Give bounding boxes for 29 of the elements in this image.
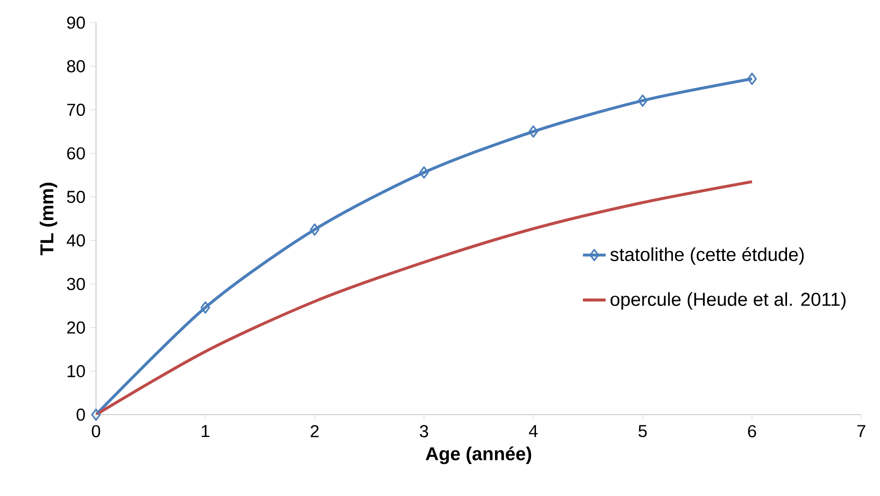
y-tick-label: 80	[67, 60, 85, 72]
y-tick-label: 20	[67, 321, 85, 334]
x-tick-label: 1	[202, 425, 210, 437]
point	[528, 125, 538, 138]
y-tick-label: 90	[67, 16, 85, 29]
y-tick-label: 60	[67, 147, 85, 160]
x-tick-label: 7	[857, 425, 866, 437]
x-tick-label: 6	[748, 425, 756, 438]
point	[747, 72, 757, 85]
point	[638, 94, 648, 107]
y-tick-label: 30	[66, 278, 85, 290]
y-tick-label: 40	[66, 234, 85, 247]
legend-label: opercule (Heude et al. 2011)	[610, 292, 846, 310]
y-tick-label: 70	[67, 104, 85, 116]
x-tick-label: 4	[528, 425, 538, 437]
legend-label: statolithe (cette étdude)	[610, 247, 804, 265]
x-tick-label: 5	[638, 425, 647, 438]
y-tick-label: 0	[76, 408, 85, 421]
point	[91, 408, 101, 421]
x-tick-label: 0	[92, 425, 100, 438]
y-tick-label: 50	[67, 190, 85, 204]
x-axis-title: Age (année)	[426, 446, 532, 464]
x-tick-label: 3	[420, 425, 428, 438]
point	[419, 166, 429, 179]
x-tick-label: 2	[310, 425, 319, 438]
y-axis-title: TL (mm)	[40, 182, 58, 256]
point	[200, 301, 210, 314]
y-tick-label: 10	[68, 364, 85, 378]
point	[310, 223, 320, 236]
